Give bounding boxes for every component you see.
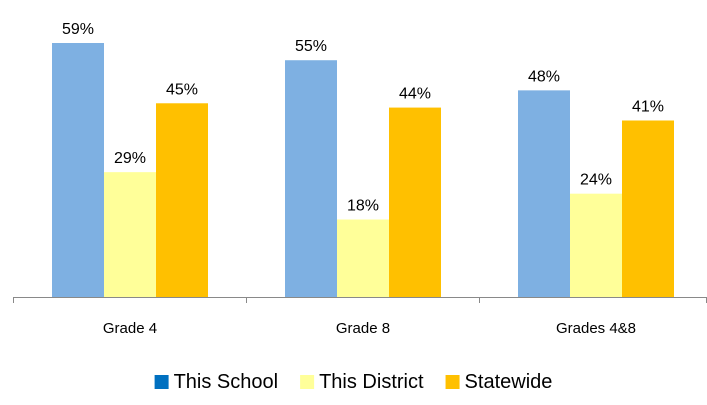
bar-this-district-grade-8 (337, 219, 389, 297)
legend-swatch-statewide (445, 375, 460, 389)
legend-swatch-this-district (300, 375, 315, 389)
x-tick-label-grades-4-and-8: Grades 4&8 (556, 320, 636, 337)
bar-statewide-grade-4 (156, 103, 208, 298)
x-axis: Grade 4 Grade 8 Grades 4&8 (13, 297, 707, 337)
data-label-statewide-grades-4-and-8: 41% (632, 98, 664, 115)
bar-this-district-grade-4 (104, 172, 156, 297)
legend-swatch-this-school (154, 375, 169, 389)
x-tick-label-grade-8: Grade 8 (336, 320, 390, 337)
data-label-this-school-grade-4: 59% (62, 21, 94, 38)
bar-statewide-grade-8 (389, 107, 441, 297)
data-label-this-district-grade-8: 18% (347, 198, 379, 215)
bar-this-school-grades-4-and-8 (518, 90, 570, 297)
data-label-this-school-grades-4-and-8: 48% (528, 68, 560, 85)
data-label-statewide-grade-4: 45% (166, 81, 198, 98)
legend-label-statewide: Statewide (465, 371, 553, 393)
bar-this-school-grade-8 (285, 60, 337, 297)
bar-statewide-grades-4-and-8 (622, 120, 674, 298)
data-label-this-district-grades-4-and-8: 24% (580, 172, 612, 189)
bars-layer (52, 43, 674, 298)
legend-label-this-district: This District (319, 371, 424, 393)
x-tick-label-grade-4: Grade 4 (103, 320, 157, 337)
data-label-this-school-grade-8: 55% (295, 38, 327, 55)
bar-this-school-grade-4 (52, 43, 104, 297)
data-label-statewide-grade-8: 44% (399, 86, 431, 103)
legend-label-this-school: This School (174, 371, 279, 393)
legend: This School This District Statewide (154, 371, 553, 393)
data-labels-layer: 59% 29% 45% 55% 18% 44% 48% 24% 41% (62, 21, 664, 215)
data-label-this-district-grade-4: 29% (114, 150, 146, 167)
bar-this-district-grades-4-and-8 (570, 193, 622, 297)
